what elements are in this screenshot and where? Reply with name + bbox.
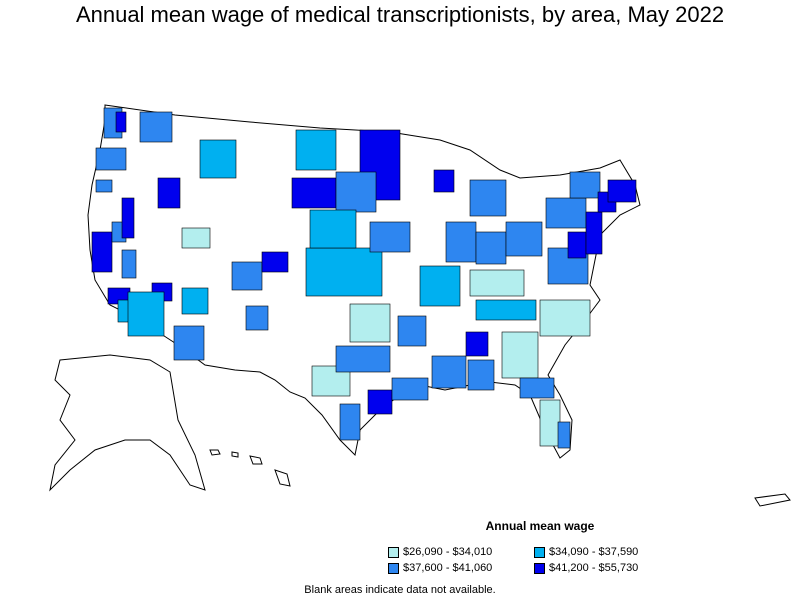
region-boise — [157, 177, 181, 209]
legend-label-2: $34,090 - $37,590 — [549, 546, 639, 558]
region-pa — [545, 197, 587, 229]
puerto-rico — [754, 493, 791, 507]
region-ky — [469, 269, 525, 297]
map-title: Annual mean wage of medical transcriptio… — [75, 2, 725, 27]
wage-regions — [91, 107, 637, 449]
region-il — [445, 221, 477, 263]
region-sf — [91, 231, 113, 273]
region-ia — [369, 221, 411, 253]
region-in — [475, 231, 507, 265]
region-az — [127, 291, 165, 337]
hawaii-islands — [209, 449, 291, 487]
region-fresno — [121, 249, 137, 279]
region-idaho — [199, 139, 237, 179]
region-mn — [335, 171, 377, 213]
region-fl-s — [539, 399, 561, 447]
legend-swatch-4 — [534, 562, 545, 574]
region-nm-mid — [245, 305, 269, 331]
footnote: Blank areas indicate data not available. — [304, 584, 496, 596]
region-ny — [569, 171, 601, 199]
legend-swatch-2 — [534, 546, 545, 558]
region-denver — [261, 251, 289, 273]
region-houston — [367, 389, 393, 415]
region-tx-coast — [391, 377, 429, 401]
legend-swatch-3 — [388, 562, 399, 574]
region-boston — [607, 179, 637, 203]
region-dc — [567, 231, 587, 259]
region-ga — [501, 331, 539, 379]
legend-label-4: $41,200 - $55,730 — [549, 562, 639, 574]
region-nm — [181, 287, 209, 315]
legend-item-3: $37,600 - $41,060 — [388, 562, 492, 574]
region-oh — [505, 221, 543, 257]
region-oregon-s — [95, 179, 113, 193]
region-utah — [181, 227, 211, 249]
region-carolinas — [539, 299, 591, 337]
region-wa-east — [139, 111, 173, 143]
region-mo — [419, 265, 461, 307]
region-ok — [349, 303, 391, 343]
region-tn — [475, 299, 537, 321]
region-tx-s — [339, 403, 361, 441]
region-ks — [305, 247, 383, 297]
region-nj-nyc — [585, 211, 603, 255]
region-ar — [397, 315, 427, 347]
region-al — [467, 359, 495, 391]
alaska-outline — [49, 354, 206, 492]
region-nd — [295, 129, 337, 171]
legend-item-1: $26,090 - $34,010 — [388, 546, 492, 558]
region-phoenix — [173, 325, 205, 361]
region-mi — [469, 179, 507, 217]
legend-item-2: $34,090 - $37,590 — [534, 546, 638, 558]
legend-title: Annual mean wage — [485, 519, 595, 533]
region-la-state — [431, 355, 467, 389]
legend-label-3: $37,600 - $41,060 — [403, 562, 493, 574]
region-tx-c — [335, 345, 391, 373]
region-reno — [121, 197, 135, 239]
region-wi — [433, 169, 455, 193]
region-portland — [95, 147, 127, 171]
legend-swatch-1 — [388, 546, 399, 558]
region-co — [231, 261, 263, 291]
legend-item-4: $41,200 - $55,730 — [534, 562, 638, 574]
legend-label-1: $26,090 - $34,010 — [403, 546, 493, 558]
region-fl — [519, 377, 555, 399]
region-olympia — [115, 111, 127, 133]
region-sd — [291, 177, 337, 209]
region-ne — [309, 209, 357, 249]
region-nd-east — [359, 129, 401, 201]
region-fl-se — [557, 421, 571, 449]
region-ms — [465, 331, 489, 357]
